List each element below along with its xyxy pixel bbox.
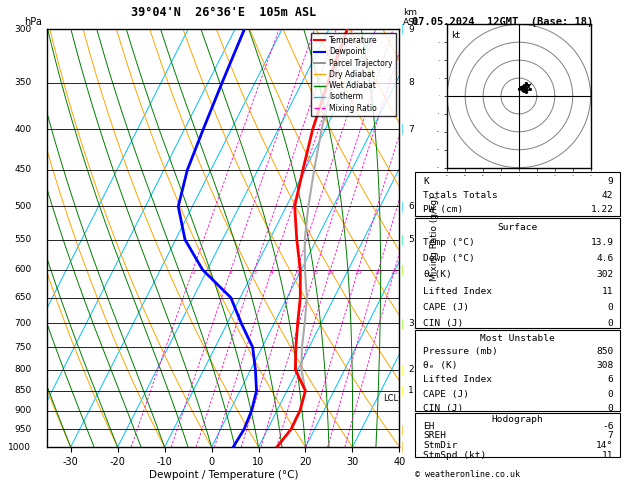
Text: Mixing Ratio (g/kg): Mixing Ratio (g/kg) [430, 195, 439, 281]
Text: km
ASL: km ASL [403, 8, 420, 27]
Text: 0: 0 [608, 303, 613, 312]
Text: |: | [401, 24, 404, 35]
Text: 1000: 1000 [8, 443, 31, 451]
Text: 4: 4 [270, 270, 274, 275]
Text: 6: 6 [408, 202, 414, 211]
Text: 300: 300 [14, 25, 31, 34]
Text: 650: 650 [14, 293, 31, 302]
Text: θₑ(K): θₑ(K) [423, 271, 452, 279]
Text: © weatheronline.co.uk: © weatheronline.co.uk [415, 469, 520, 479]
Text: 7: 7 [608, 432, 613, 440]
Text: Most Unstable: Most Unstable [480, 334, 555, 343]
Text: 6: 6 [608, 375, 613, 384]
Text: 42: 42 [602, 191, 613, 200]
Text: 10: 10 [326, 270, 335, 275]
Text: |: | [401, 318, 404, 329]
Text: -6: -6 [602, 422, 613, 431]
Text: SREH: SREH [423, 432, 447, 440]
Text: |: | [401, 201, 404, 212]
Text: StmSpd (kt): StmSpd (kt) [423, 451, 487, 460]
Text: 8: 8 [314, 270, 318, 275]
Text: |: | [401, 424, 404, 434]
Text: 308: 308 [596, 361, 613, 370]
Text: LCL: LCL [383, 394, 398, 403]
Text: 0: 0 [608, 404, 613, 413]
Text: 2: 2 [229, 270, 233, 275]
Text: 25: 25 [391, 270, 399, 275]
Text: 9: 9 [408, 25, 414, 34]
Text: 15: 15 [354, 270, 362, 275]
Text: 500: 500 [14, 202, 31, 211]
Text: 4.6: 4.6 [596, 254, 613, 263]
Legend: Temperature, Dewpoint, Parcel Trajectory, Dry Adiabat, Wet Adiabat, Isotherm, Mi: Temperature, Dewpoint, Parcel Trajectory… [311, 33, 396, 116]
Text: 750: 750 [14, 343, 31, 352]
Text: 600: 600 [14, 265, 31, 274]
Text: Totals Totals: Totals Totals [423, 191, 498, 200]
Text: 11: 11 [602, 451, 613, 460]
Text: K: K [423, 177, 429, 186]
Text: CAPE (J): CAPE (J) [423, 390, 469, 399]
Text: |: | [401, 264, 404, 275]
Text: EH: EH [423, 422, 435, 431]
Text: Surface: Surface [498, 223, 537, 232]
Text: 39°04'N  26°36'E  105m ASL: 39°04'N 26°36'E 105m ASL [131, 6, 316, 19]
Text: hPa: hPa [25, 17, 42, 27]
Text: 07.05.2024  12GMT  (Base: 18): 07.05.2024 12GMT (Base: 18) [412, 17, 593, 27]
Text: 5: 5 [408, 235, 414, 244]
Text: 850: 850 [14, 386, 31, 395]
Text: PW (cm): PW (cm) [423, 205, 464, 214]
Text: 400: 400 [14, 124, 31, 134]
Text: |: | [401, 385, 404, 396]
Text: CIN (J): CIN (J) [423, 404, 464, 413]
X-axis label: Dewpoint / Temperature (°C): Dewpoint / Temperature (°C) [148, 469, 298, 480]
Text: StmDir: StmDir [423, 441, 458, 450]
Text: 8: 8 [408, 78, 414, 87]
Text: Temp (°C): Temp (°C) [423, 238, 475, 247]
Text: 6: 6 [295, 270, 299, 275]
Text: 302: 302 [596, 271, 613, 279]
Text: 700: 700 [14, 319, 31, 328]
Text: 800: 800 [14, 365, 31, 374]
Text: 350: 350 [14, 78, 31, 87]
Text: |: | [401, 442, 404, 452]
Text: Lifted Index: Lifted Index [423, 375, 493, 384]
Text: 900: 900 [14, 406, 31, 415]
Text: 2: 2 [408, 365, 414, 374]
Text: CAPE (J): CAPE (J) [423, 303, 469, 312]
Text: 1: 1 [408, 386, 414, 395]
Text: θₑ (K): θₑ (K) [423, 361, 458, 370]
Text: |: | [401, 234, 404, 245]
Text: |: | [401, 124, 404, 134]
Text: Pressure (mb): Pressure (mb) [423, 347, 498, 356]
Text: 450: 450 [14, 165, 31, 174]
Text: 14°: 14° [596, 441, 613, 450]
Text: 3: 3 [252, 270, 257, 275]
Text: 1.22: 1.22 [591, 205, 613, 214]
Text: |: | [401, 364, 404, 375]
Text: kt: kt [451, 32, 460, 40]
Text: 11: 11 [602, 287, 613, 296]
Text: CIN (J): CIN (J) [423, 319, 464, 328]
Text: 850: 850 [596, 347, 613, 356]
Text: 0: 0 [608, 390, 613, 399]
Text: Dewp (°C): Dewp (°C) [423, 254, 475, 263]
Text: 7: 7 [408, 124, 414, 134]
Text: Hodograph: Hodograph [491, 415, 543, 424]
Text: 950: 950 [14, 425, 31, 434]
Text: 9: 9 [608, 177, 613, 186]
Text: 13.9: 13.9 [591, 238, 613, 247]
Text: Lifted Index: Lifted Index [423, 287, 493, 296]
Text: 1: 1 [191, 270, 195, 275]
Text: 3: 3 [408, 319, 414, 328]
Text: 20: 20 [374, 270, 382, 275]
Text: 0: 0 [608, 319, 613, 328]
Text: 550: 550 [14, 235, 31, 244]
